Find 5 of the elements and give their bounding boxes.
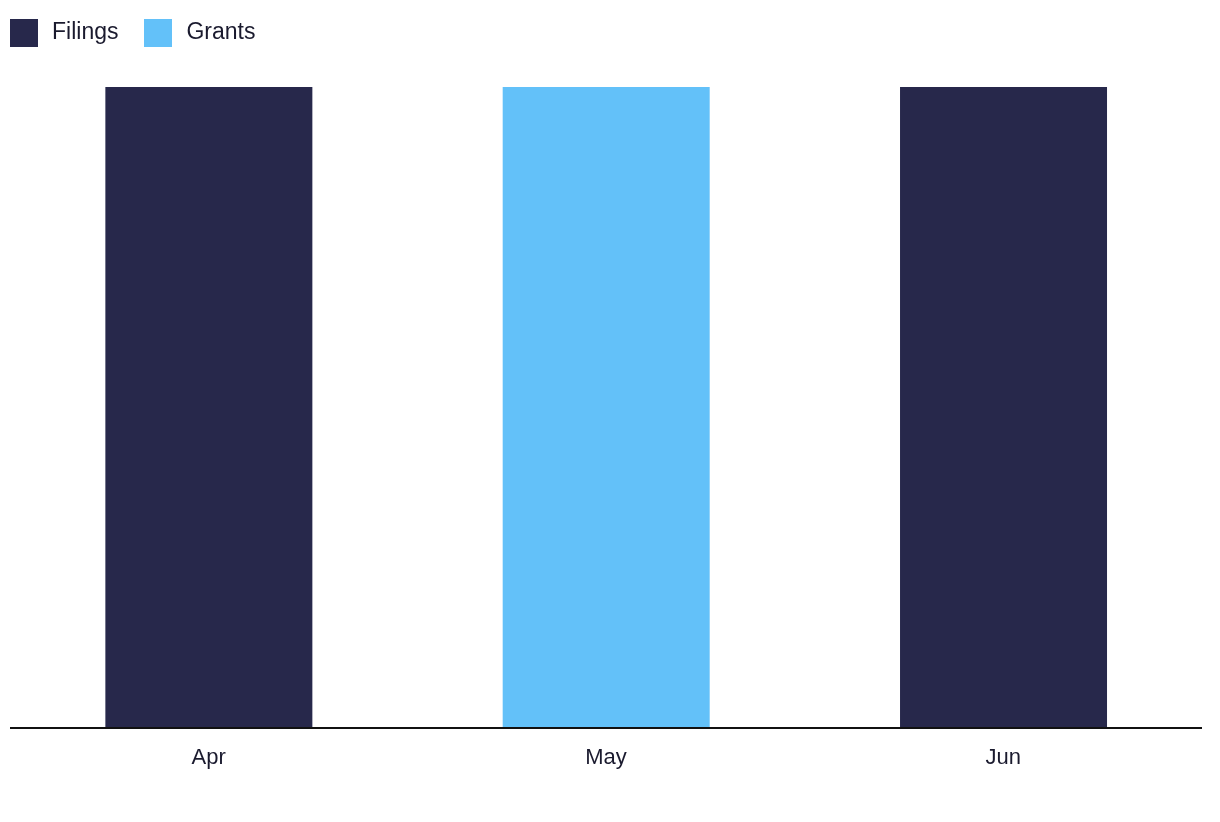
x-tick-label: Jun — [985, 743, 1022, 769]
x-tick-label: May — [585, 743, 627, 769]
x-tick-label: Apr — [191, 743, 226, 769]
legend-label: Grants — [186, 18, 256, 44]
legend-label: Filings — [52, 18, 119, 44]
